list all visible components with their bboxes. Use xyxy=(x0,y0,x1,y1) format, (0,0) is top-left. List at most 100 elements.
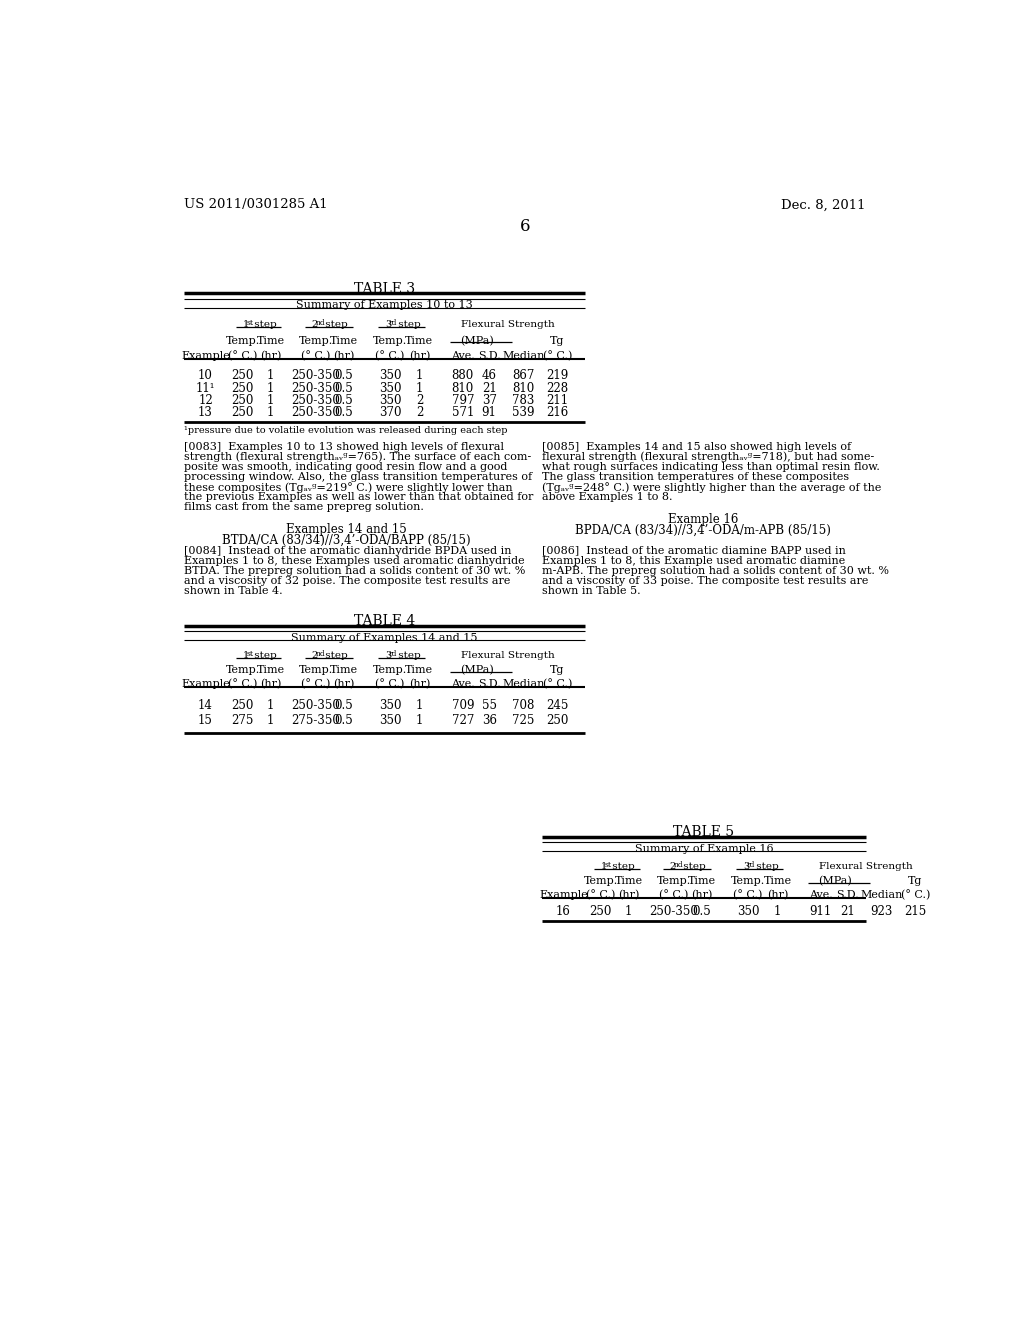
Text: shown in Table 4.: shown in Table 4. xyxy=(183,586,283,595)
Text: 0.5: 0.5 xyxy=(334,407,353,420)
Text: Example: Example xyxy=(540,890,588,900)
Text: 1: 1 xyxy=(267,700,274,711)
Text: Temp.: Temp. xyxy=(225,665,260,675)
Text: 211: 211 xyxy=(546,395,568,407)
Text: Examples 1 to 8, this Example used aromatic diamine: Examples 1 to 8, this Example used aroma… xyxy=(542,556,845,566)
Text: (hr): (hr) xyxy=(691,890,712,900)
Text: The glass transition temperatures of these composites: The glass transition temperatures of the… xyxy=(542,471,849,482)
Text: (hr): (hr) xyxy=(617,890,639,900)
Text: ¹pressure due to volatile evolution was released during each step: ¹pressure due to volatile evolution was … xyxy=(183,426,507,436)
Text: 0.5: 0.5 xyxy=(692,906,711,919)
Text: 2: 2 xyxy=(311,321,317,329)
Text: 250: 250 xyxy=(231,700,254,711)
Text: Temp.: Temp. xyxy=(225,335,260,346)
Text: 21: 21 xyxy=(481,381,497,395)
Text: 250: 250 xyxy=(231,370,254,383)
Text: (Tgₐᵥᵍ=248° C.) were slightly higher than the average of the: (Tgₐᵥᵍ=248° C.) were slightly higher tha… xyxy=(542,482,882,492)
Text: 250-350: 250-350 xyxy=(291,381,340,395)
Text: 3: 3 xyxy=(385,321,391,329)
Text: (° C.): (° C.) xyxy=(658,890,688,900)
Text: 0.5: 0.5 xyxy=(334,714,353,727)
Text: st: st xyxy=(247,649,254,657)
Text: 1: 1 xyxy=(267,714,274,727)
Text: [0083]  Examples 10 to 13 showed high levels of flexural: [0083] Examples 10 to 13 showed high lev… xyxy=(183,442,504,451)
Text: (° C.): (° C.) xyxy=(301,351,330,362)
Text: 11¹: 11¹ xyxy=(196,381,215,395)
Text: 13: 13 xyxy=(198,407,213,420)
Text: the previous Examples as well as lower than that obtained for: the previous Examples as well as lower t… xyxy=(183,492,534,502)
Text: 250: 250 xyxy=(546,714,568,727)
Text: US 2011/0301285 A1: US 2011/0301285 A1 xyxy=(183,198,328,211)
Text: step: step xyxy=(322,651,347,660)
Text: Summary of Examples 14 and 15: Summary of Examples 14 and 15 xyxy=(291,632,478,643)
Text: Median: Median xyxy=(502,351,545,360)
Text: 250: 250 xyxy=(231,381,254,395)
Text: Example 16: Example 16 xyxy=(668,512,738,525)
Text: (° C.): (° C.) xyxy=(228,678,257,689)
Text: nd: nd xyxy=(674,861,683,869)
Text: 6: 6 xyxy=(519,218,530,235)
Text: BTDA/CA (83/34)//3,4’-ODA/BAPP (85/15): BTDA/CA (83/34)//3,4’-ODA/BAPP (85/15) xyxy=(222,533,471,546)
Text: (° C.): (° C.) xyxy=(543,351,572,362)
Text: 0.5: 0.5 xyxy=(334,381,353,395)
Text: step: step xyxy=(251,651,276,660)
Text: st: st xyxy=(604,861,611,869)
Text: flexural strength (flexural strengthₐᵥᵍ=718), but had some-: flexural strength (flexural strengthₐᵥᵍ=… xyxy=(542,451,874,462)
Text: Dec. 8, 2011: Dec. 8, 2011 xyxy=(781,198,866,211)
Text: (° C.): (° C.) xyxy=(543,678,572,689)
Text: 36: 36 xyxy=(481,714,497,727)
Text: and a viscosity of 32 poise. The composite test results are: and a viscosity of 32 poise. The composi… xyxy=(183,576,510,586)
Text: nd: nd xyxy=(315,318,326,326)
Text: st: st xyxy=(247,318,254,326)
Text: 250: 250 xyxy=(231,407,254,420)
Text: above Examples 1 to 8.: above Examples 1 to 8. xyxy=(542,492,673,502)
Text: 216: 216 xyxy=(546,407,568,420)
Text: 709: 709 xyxy=(452,700,474,711)
Text: BTDA. The prepreg solution had a solids content of 30 wt. %: BTDA. The prepreg solution had a solids … xyxy=(183,566,525,576)
Text: TABLE 5: TABLE 5 xyxy=(673,825,734,840)
Text: 275: 275 xyxy=(231,714,254,727)
Text: 350: 350 xyxy=(379,381,401,395)
Text: step: step xyxy=(680,862,706,871)
Text: 250: 250 xyxy=(231,395,254,407)
Text: 2: 2 xyxy=(416,395,423,407)
Text: what rough surfaces indicating less than optimal resin flow.: what rough surfaces indicating less than… xyxy=(542,462,880,471)
Text: 91: 91 xyxy=(481,407,497,420)
Text: (° C.): (° C.) xyxy=(733,890,763,900)
Text: 1: 1 xyxy=(416,714,423,727)
Text: (MPa): (MPa) xyxy=(460,665,494,676)
Text: 810: 810 xyxy=(512,381,535,395)
Text: Example: Example xyxy=(181,351,229,360)
Text: rd: rd xyxy=(389,318,397,326)
Text: 0.5: 0.5 xyxy=(334,395,353,407)
Text: 215: 215 xyxy=(904,906,927,919)
Text: S.D.: S.D. xyxy=(836,890,858,900)
Text: (° C.): (° C.) xyxy=(901,890,930,900)
Text: 911: 911 xyxy=(810,906,831,919)
Text: Median: Median xyxy=(502,678,545,689)
Text: strength (flexural strengthₐᵥᵍ=765). The surface of each com-: strength (flexural strengthₐᵥᵍ=765). The… xyxy=(183,451,531,462)
Text: S.D.: S.D. xyxy=(478,678,501,689)
Text: m-APB. The prepreg solution had a solids content of 30 wt. %: m-APB. The prepreg solution had a solids… xyxy=(542,566,889,576)
Text: 2: 2 xyxy=(670,862,676,871)
Text: (MPa): (MPa) xyxy=(818,876,852,886)
Text: Time: Time xyxy=(257,665,285,675)
Text: 1: 1 xyxy=(416,370,423,383)
Text: Flexural Strength: Flexural Strength xyxy=(461,321,555,329)
Text: 1: 1 xyxy=(416,381,423,395)
Text: Tg: Tg xyxy=(908,876,923,886)
Text: TABLE 3: TABLE 3 xyxy=(354,281,415,296)
Text: processing window. Also, the glass transition temperatures of: processing window. Also, the glass trans… xyxy=(183,471,531,482)
Text: Ave.: Ave. xyxy=(809,890,833,900)
Text: Time: Time xyxy=(330,335,357,346)
Text: 0.5: 0.5 xyxy=(334,370,353,383)
Text: 3: 3 xyxy=(385,651,391,660)
Text: 2: 2 xyxy=(311,651,317,660)
Text: rd: rd xyxy=(748,861,756,869)
Text: 1: 1 xyxy=(267,381,274,395)
Text: Temp.: Temp. xyxy=(584,876,617,886)
Text: 250-350: 250-350 xyxy=(291,407,340,420)
Text: 250: 250 xyxy=(590,906,612,919)
Text: (° C.): (° C.) xyxy=(375,351,404,362)
Text: 350: 350 xyxy=(379,714,401,727)
